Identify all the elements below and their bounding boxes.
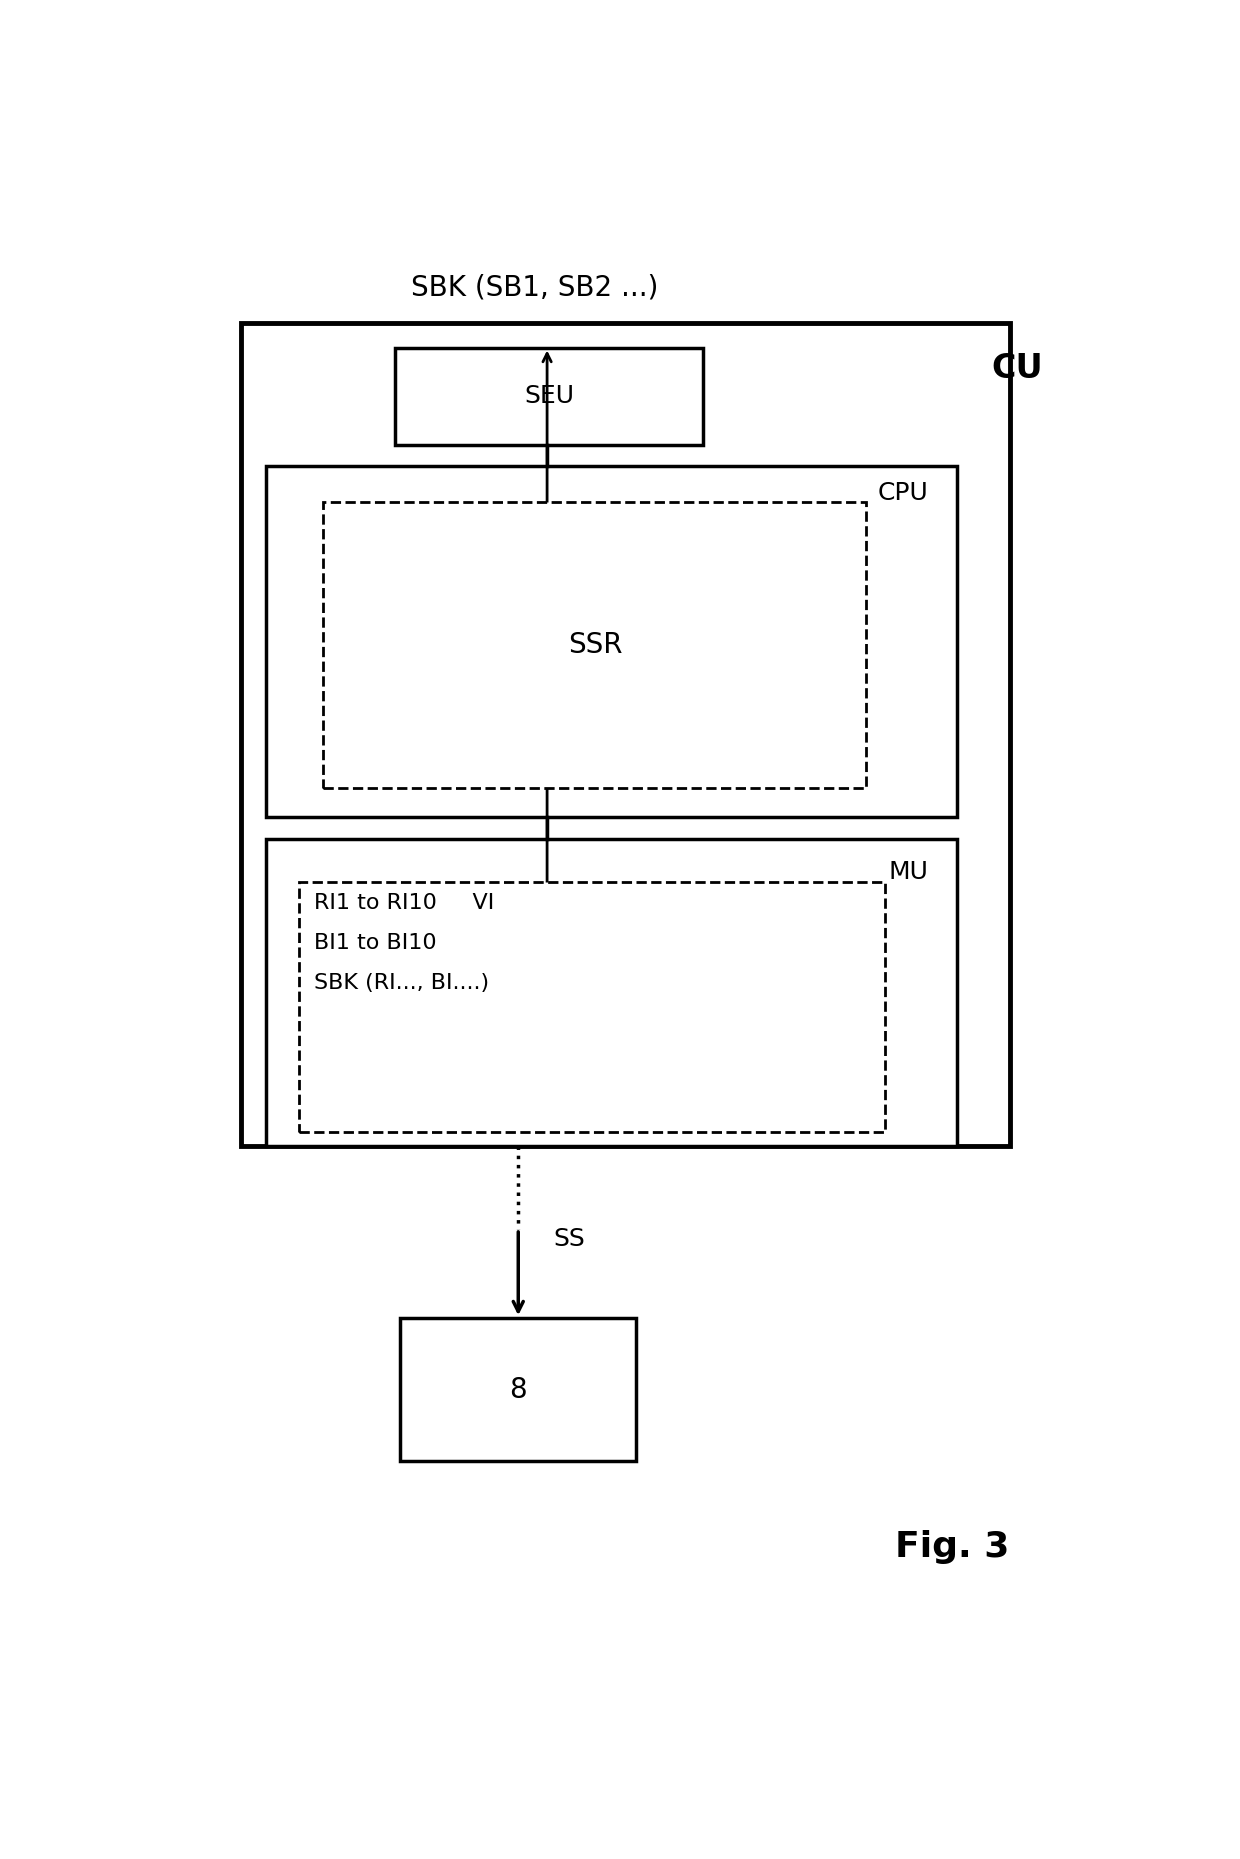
Bar [396,348,703,444]
Text: SS: SS [554,1227,585,1251]
Text: MU: MU [889,861,929,885]
Bar [299,881,885,1132]
Bar [265,467,957,818]
Bar [242,323,1011,1147]
Text: CU: CU [991,351,1043,385]
Bar [324,502,866,788]
Text: SBK (RI..., BI....): SBK (RI..., BI....) [314,972,489,993]
Text: RI1 to RI10     VI: RI1 to RI10 VI [314,892,494,913]
Bar [265,838,957,1147]
Bar [401,1318,635,1461]
Text: SBK (SB1, SB2 ...): SBK (SB1, SB2 ...) [410,273,658,301]
Text: Fig. 3: Fig. 3 [895,1530,1009,1563]
Text: SSR: SSR [568,632,622,660]
Text: CPU: CPU [878,481,929,506]
Text: SEU: SEU [525,385,574,409]
Text: 8: 8 [510,1376,527,1404]
Text: BI1 to BI10: BI1 to BI10 [314,933,436,954]
